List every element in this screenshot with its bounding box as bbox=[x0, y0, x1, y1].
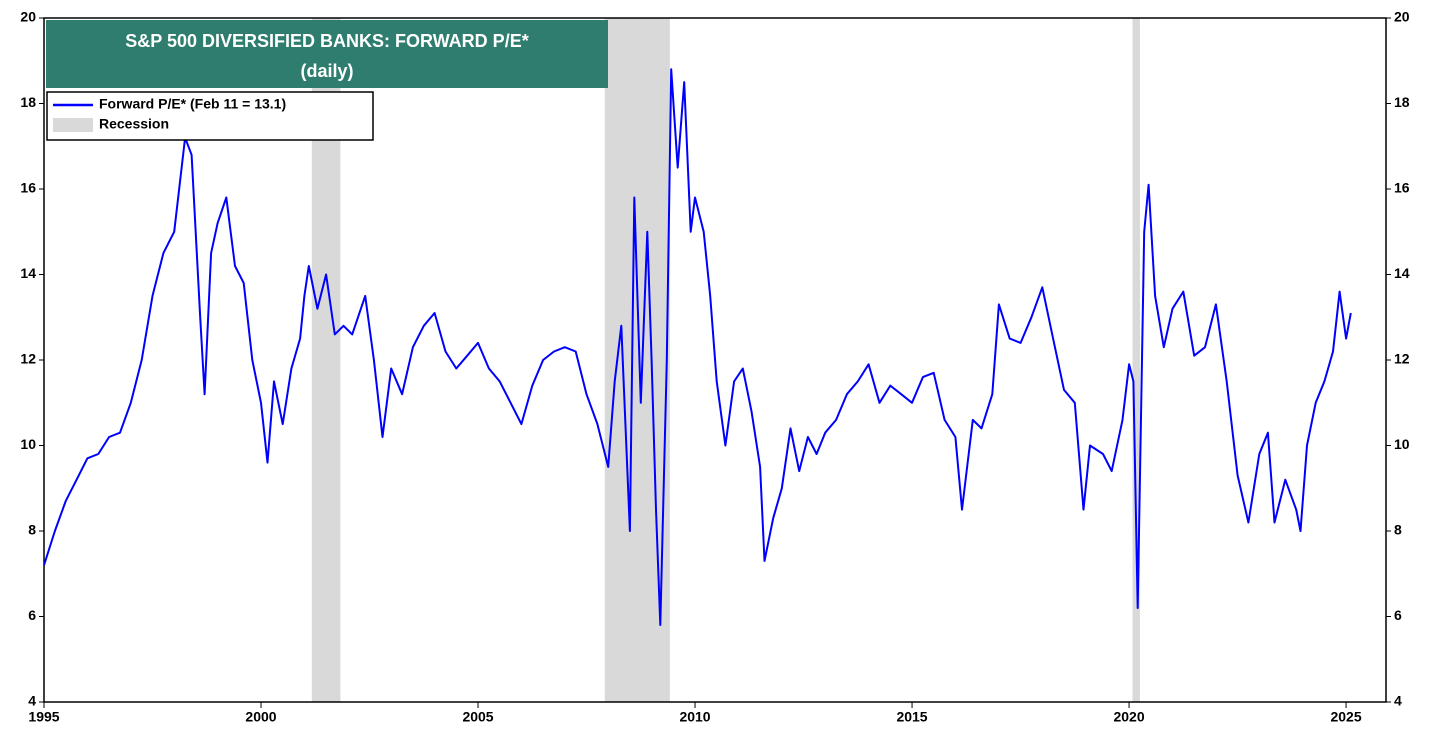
y-tick-label: 18 bbox=[20, 94, 36, 110]
chart-subtitle: (daily) bbox=[300, 61, 353, 81]
y2-tick-label: 18 bbox=[1394, 94, 1410, 110]
recession-band bbox=[1132, 18, 1140, 702]
y2-tick-label: 20 bbox=[1394, 9, 1410, 25]
y2-tick-label: 4 bbox=[1394, 693, 1402, 709]
x-tick-label: 2005 bbox=[462, 709, 493, 725]
y2-tick-label: 12 bbox=[1394, 351, 1410, 367]
legend-label: Recession bbox=[99, 116, 169, 132]
y2-tick-label: 14 bbox=[1394, 265, 1410, 281]
x-tick-label: 1995 bbox=[28, 709, 59, 725]
y2-tick-label: 16 bbox=[1394, 180, 1410, 196]
legend-swatch bbox=[53, 118, 93, 132]
y2-tick-label: 6 bbox=[1394, 607, 1402, 623]
series-line bbox=[43, 68, 1352, 626]
y-tick-label: 16 bbox=[20, 180, 36, 196]
y-tick-label: 4 bbox=[28, 693, 36, 709]
chart-title: S&P 500 DIVERSIFIED BANKS: FORWARD P/E* bbox=[125, 31, 528, 51]
legend-box bbox=[46, 91, 374, 141]
y-tick-label: 6 bbox=[28, 607, 36, 623]
y2-tick-label: 8 bbox=[1394, 522, 1402, 538]
y-tick-label: 14 bbox=[20, 265, 36, 281]
y2-tick-label: 10 bbox=[1394, 436, 1410, 452]
x-tick-label: 2020 bbox=[1113, 709, 1144, 725]
y-tick-label: 10 bbox=[20, 436, 36, 452]
title-box bbox=[46, 20, 608, 88]
y-tick-label: 12 bbox=[20, 351, 36, 367]
legend-label: Forward P/E* (Feb 11 = 13.1) bbox=[99, 96, 286, 112]
y-tick-label: 8 bbox=[28, 522, 36, 538]
x-tick-label: 2000 bbox=[245, 709, 276, 725]
background-layer bbox=[311, 18, 1140, 702]
y-tick-label: 20 bbox=[20, 9, 36, 25]
x-tick-label: 2015 bbox=[896, 709, 927, 725]
x-tick-label: 2010 bbox=[679, 709, 710, 725]
x-tick-label: 2025 bbox=[1330, 709, 1361, 725]
